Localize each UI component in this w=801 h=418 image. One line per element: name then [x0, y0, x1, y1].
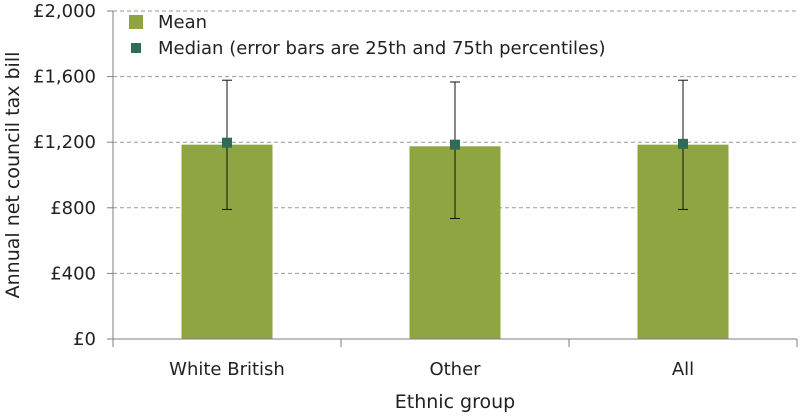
- y-tick-label: £0: [73, 329, 96, 350]
- median-point-2: [678, 138, 688, 149]
- points-layer: [222, 137, 688, 150]
- legend-layer: Mean Median (error bars are 25th and 75th…: [129, 12, 606, 59]
- y-tick-label: £800: [50, 198, 96, 219]
- legend-median-marker: [131, 43, 141, 53]
- y-tick-label: £2,000: [33, 1, 96, 22]
- labels-layer: £0 £400 £800 £1,200 £1,600 £2,000 White Britis…: [2, 1, 694, 413]
- y-tick-label: £1,200: [33, 132, 96, 153]
- legend-median-label: Median (error bars are 25th and 75th per…: [158, 38, 606, 59]
- x-tick-label: Other: [429, 359, 481, 380]
- x-tick-label: All: [672, 359, 694, 380]
- legend-mean-label: Mean: [158, 12, 207, 33]
- legend-mean-marker: [129, 15, 143, 29]
- y-tick-label: £400: [50, 263, 96, 284]
- y-tick-label: £1,600: [33, 67, 96, 88]
- axes-layer: [107, 10, 798, 347]
- y-axis-title: Annual net council tax bill: [2, 52, 24, 299]
- x-tick-label: White British: [169, 359, 285, 380]
- x-axis-title: Ethnic group: [395, 391, 516, 413]
- median-point-0: [222, 137, 232, 148]
- median-point-1: [450, 139, 460, 150]
